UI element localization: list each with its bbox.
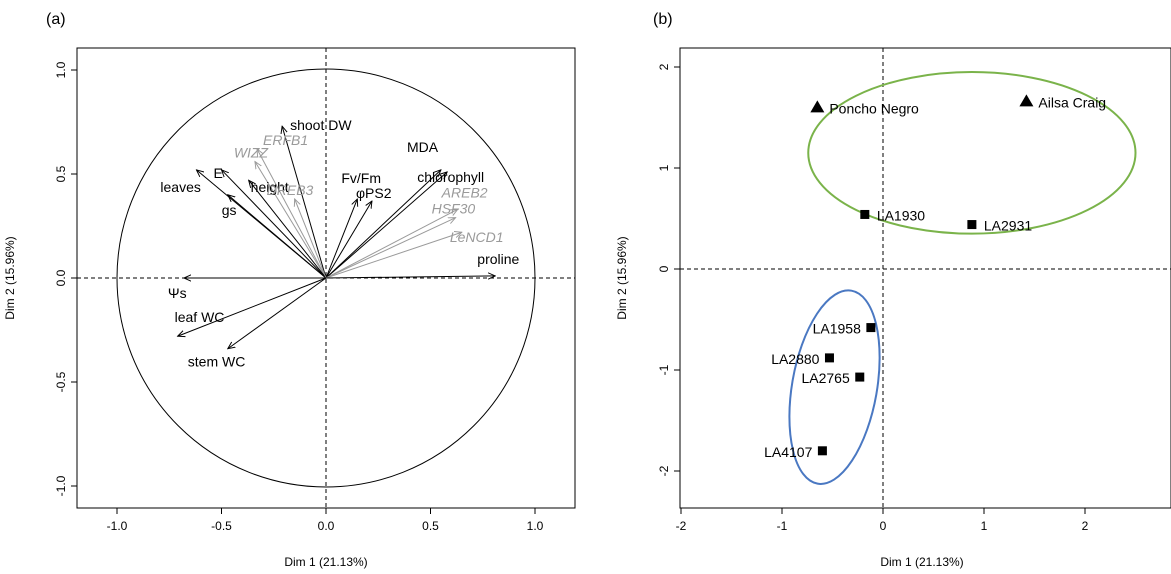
y-tick-label: -0.5 bbox=[54, 371, 68, 392]
x-tick-label: -2 bbox=[676, 519, 687, 533]
point-label: LA1930 bbox=[877, 207, 925, 223]
variable-label: chlorophyll bbox=[417, 169, 484, 185]
variable-arrow bbox=[222, 170, 327, 279]
y-axis-ticks: -1.0 -0.5 0.0 0.5 1.0 bbox=[54, 61, 77, 496]
square-point bbox=[866, 323, 876, 333]
variable-arrow bbox=[325, 201, 372, 279]
x-tick-label: 0.5 bbox=[422, 519, 439, 533]
variable-arrow bbox=[295, 199, 327, 279]
panel-a-tag: (a) bbox=[46, 11, 66, 28]
variable-label: ERFB1 bbox=[263, 132, 308, 148]
x-tick-label: 1 bbox=[981, 519, 988, 533]
y-tick-label: 1.0 bbox=[54, 61, 68, 78]
lower-group-ellipse bbox=[788, 289, 881, 485]
triangle-point bbox=[810, 100, 825, 113]
y-tick-label: -2 bbox=[657, 465, 671, 476]
variable-arrow bbox=[255, 162, 327, 279]
individuals-plot: -2 -1 0 1 2 -2 -1 0 1 2 Poncho Negro Ailsa Craig L… bbox=[615, 47, 1171, 569]
individual-points: Poncho Negro Ailsa Craig LA1930 LA2931 LA195… bbox=[764, 94, 1106, 460]
variable-arrow bbox=[325, 172, 447, 279]
variable-label: stem WC bbox=[188, 354, 246, 370]
variables-plot: -1.0 -0.5 0.0 0.5 1.0 -1.0 -0.5 0.0 0.5 1.0 shoo… bbox=[3, 47, 576, 569]
x-tick-label: -1 bbox=[777, 519, 788, 533]
square-point bbox=[824, 353, 834, 363]
variable-label: gs bbox=[222, 202, 237, 218]
x-axis-ticks: -2 -1 0 1 2 bbox=[676, 508, 1089, 533]
x-tick-label: 2 bbox=[1082, 519, 1089, 533]
x-tick-label: -0.5 bbox=[211, 519, 232, 533]
triangle-point bbox=[1019, 94, 1034, 107]
square-point bbox=[967, 220, 977, 230]
variable-arrow bbox=[228, 195, 327, 279]
y-tick-label: -1 bbox=[657, 364, 671, 375]
variable-label: MDA bbox=[407, 139, 439, 155]
variable-arrow bbox=[257, 149, 327, 279]
variable-label: WIZZ bbox=[234, 145, 269, 161]
y-tick-label: -1.0 bbox=[54, 475, 68, 496]
point-label: Poncho Negro bbox=[829, 100, 919, 116]
square-point bbox=[860, 209, 870, 219]
variable-label: proline bbox=[477, 251, 519, 267]
y-tick-label: 0.5 bbox=[54, 165, 68, 182]
point-label: LA2765 bbox=[801, 370, 849, 386]
variable-arrow bbox=[325, 218, 456, 279]
variable-label: shoot DW bbox=[290, 117, 352, 133]
point-label: LA4107 bbox=[764, 444, 812, 460]
y-axis-label: Dim 2 (15.96%) bbox=[3, 236, 17, 319]
x-tick-label: -1.0 bbox=[107, 519, 128, 533]
y-tick-label: 1 bbox=[657, 164, 671, 171]
y-axis-ticks: -2 -1 0 1 2 bbox=[657, 63, 680, 476]
x-axis-label: Dim 1 (21.13%) bbox=[284, 555, 367, 569]
variable-arrow bbox=[325, 209, 458, 279]
variable-arrow bbox=[282, 126, 327, 279]
variable-label: leaves bbox=[160, 179, 200, 195]
point-label: Ailsa Craig bbox=[1038, 94, 1106, 110]
variable-label: Fv/Fm bbox=[341, 170, 381, 186]
plot-frame bbox=[679, 47, 1171, 509]
variable-label: HSF30 bbox=[432, 201, 476, 217]
confidence-ellipses bbox=[788, 71, 1137, 485]
variable-label: DREB3 bbox=[267, 182, 314, 198]
point-label: LA2931 bbox=[984, 218, 1032, 234]
variable-label: φPS2 bbox=[356, 185, 392, 201]
y-tick-label: 0.0 bbox=[54, 269, 68, 286]
upper-group-ellipse bbox=[807, 71, 1137, 235]
point-label: LA1958 bbox=[813, 321, 861, 337]
x-tick-label: 0 bbox=[880, 519, 887, 533]
variable-arrow bbox=[249, 180, 327, 279]
x-tick-label: 0.0 bbox=[318, 519, 335, 533]
variable-arrow bbox=[178, 277, 327, 336]
variable-arrow bbox=[325, 199, 357, 279]
variable-arrow bbox=[228, 277, 327, 349]
x-axis-label: Dim 1 (21.13%) bbox=[880, 555, 963, 569]
variable-label: height bbox=[251, 179, 289, 195]
variable-arrow bbox=[325, 276, 495, 278]
variable-label: E bbox=[214, 165, 223, 181]
x-tick-label: 1.0 bbox=[527, 519, 544, 533]
variable-arrow bbox=[325, 232, 462, 279]
square-point bbox=[817, 446, 827, 456]
variable-label: leaf WC bbox=[175, 309, 225, 325]
panel-b-tag: (b) bbox=[653, 11, 673, 28]
y-tick-label: 2 bbox=[657, 63, 671, 70]
x-axis-ticks: -1.0 -0.5 0.0 0.5 1.0 bbox=[107, 508, 544, 533]
variable-label: LeNCD1 bbox=[450, 229, 504, 245]
variable-label: AREB2 bbox=[441, 184, 488, 200]
variable-label: Ψs bbox=[168, 285, 187, 301]
variable-arrow bbox=[325, 170, 441, 279]
y-axis-label: Dim 2 (15.96%) bbox=[615, 236, 629, 319]
square-point bbox=[855, 372, 865, 382]
y-tick-label: 0 bbox=[657, 265, 671, 272]
point-label: LA2880 bbox=[771, 351, 819, 367]
